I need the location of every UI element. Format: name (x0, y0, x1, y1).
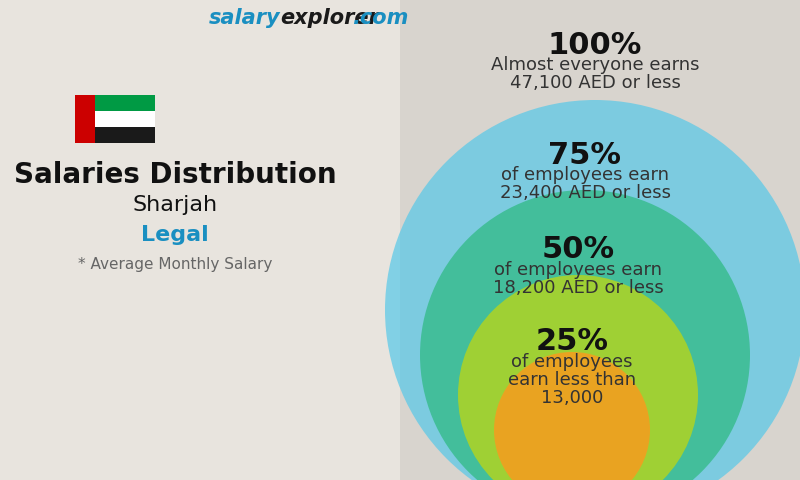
Text: 100%: 100% (548, 31, 642, 60)
Text: of employees earn: of employees earn (494, 261, 662, 279)
Text: 47,100 AED or less: 47,100 AED or less (510, 74, 681, 92)
Text: 50%: 50% (542, 236, 614, 264)
Text: 13,000: 13,000 (541, 389, 603, 407)
Bar (95, 127, 155, 143)
Bar (95, 111, 155, 127)
Text: explorer: explorer (280, 8, 378, 28)
Text: Salaries Distribution: Salaries Distribution (14, 161, 336, 189)
Text: salary: salary (208, 8, 280, 28)
Bar (95, 95, 155, 111)
Text: * Average Monthly Salary: * Average Monthly Salary (78, 257, 272, 273)
Text: Legal: Legal (141, 225, 209, 245)
Ellipse shape (458, 275, 698, 480)
Text: .com: .com (352, 8, 408, 28)
Text: Almost everyone earns: Almost everyone earns (490, 56, 699, 74)
Text: 18,200 AED or less: 18,200 AED or less (493, 279, 663, 297)
Text: earn less than: earn less than (508, 371, 636, 389)
Bar (75, 95, 95, 143)
Ellipse shape (494, 352, 650, 480)
Text: of employees earn: of employees earn (501, 166, 669, 184)
Text: 25%: 25% (535, 327, 609, 357)
Text: 23,400 AED or less: 23,400 AED or less (499, 184, 670, 202)
Bar (0, 0, 400, 480)
Ellipse shape (385, 100, 800, 480)
Text: 75%: 75% (549, 141, 622, 169)
Text: of employees: of employees (511, 353, 633, 371)
Text: Sharjah: Sharjah (133, 195, 218, 215)
Ellipse shape (420, 190, 750, 480)
Bar (400, 0, 800, 480)
